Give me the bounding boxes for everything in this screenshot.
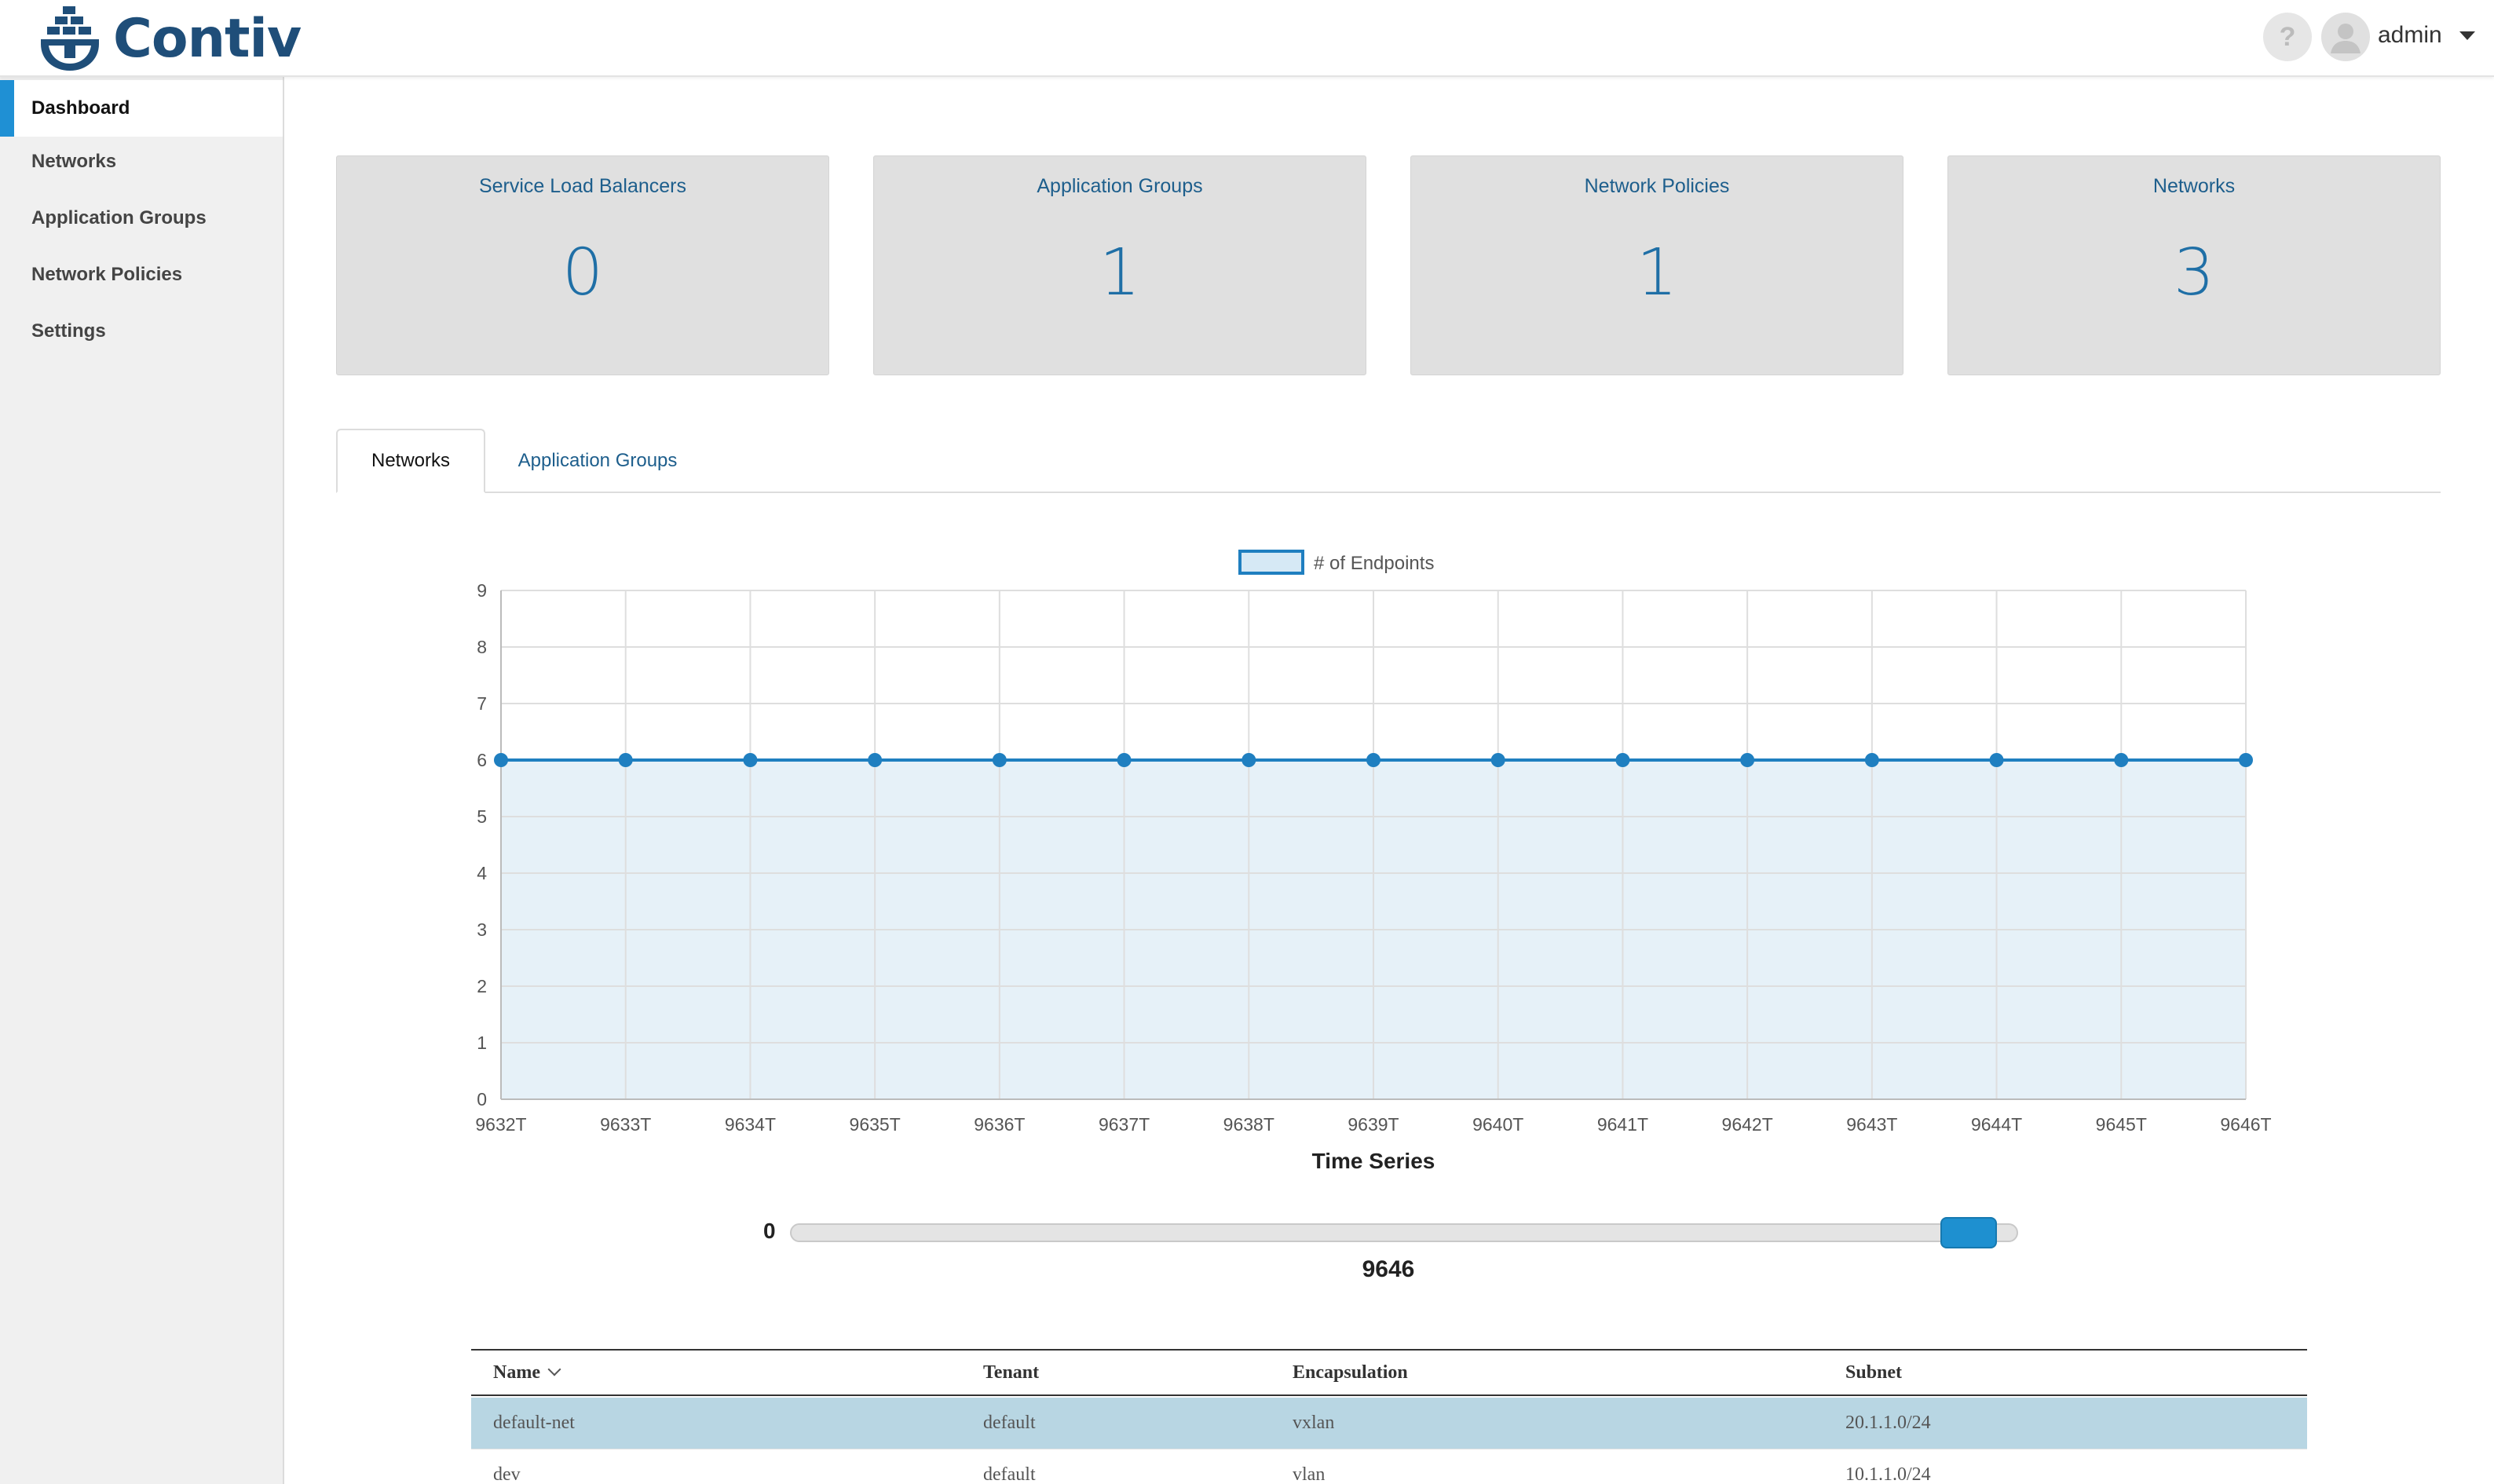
- x-tick-label: 9634T: [725, 1114, 776, 1135]
- x-axis-title: Time Series: [1312, 1149, 1435, 1173]
- brand-name: Contiv: [113, 7, 302, 70]
- y-tick-label: 8: [477, 637, 487, 657]
- time-slider-track[interactable]: [790, 1223, 2018, 1242]
- x-tick-label: 9638T: [1223, 1114, 1274, 1135]
- data-point: [868, 753, 883, 767]
- x-tick-label: 9637T: [1099, 1114, 1150, 1135]
- cell-name[interactable]: default-net: [493, 1413, 575, 1433]
- data-point: [1615, 753, 1630, 767]
- chevron-down-icon[interactable]: [2459, 31, 2475, 40]
- x-tick-label: 9636T: [974, 1114, 1025, 1135]
- y-tick-label: 9: [477, 580, 487, 601]
- data-point: [2239, 753, 2253, 767]
- x-tick-label: 9644T: [1971, 1114, 2022, 1135]
- legend-swatch: [1238, 550, 1304, 575]
- top-header: Contiv ? admin: [0, 0, 2494, 77]
- x-tick-label: 9640T: [1472, 1114, 1523, 1135]
- slider-value-label: 9646: [1362, 1256, 1415, 1282]
- data-point: [1740, 753, 1755, 767]
- card-value: 1: [1099, 236, 1141, 310]
- column-header-subnet[interactable]: Subnet: [1845, 1362, 1903, 1383]
- data-point: [743, 753, 758, 767]
- cell-encapsulation: vxlan: [1293, 1413, 1335, 1433]
- chevron-down-icon: [547, 1362, 561, 1376]
- x-tick-label: 9635T: [850, 1114, 901, 1135]
- table-row[interactable]: default-net default vxlan 20.1.1.0/24: [471, 1398, 2307, 1449]
- sidebar-item-network-policies[interactable]: Network Policies: [31, 264, 183, 285]
- data-point: [1117, 753, 1132, 767]
- card-title: Network Policies: [1584, 175, 1730, 197]
- slider-min-label: 0: [763, 1219, 776, 1243]
- cell-encapsulation: vlan: [1293, 1464, 1326, 1484]
- table-header: Name Tenant Encapsulation Subnet: [471, 1349, 2307, 1396]
- user-name[interactable]: admin: [2378, 22, 2442, 48]
- endpoints-chart: 0 1 2 3 4 5 6 7 8 9 9632T 9633T 9634T 9635T 9636T 9637T…: [475, 550, 2272, 1173]
- x-tick-label: 9633T: [600, 1114, 651, 1135]
- legend-label: # of Endpoints: [1314, 553, 1434, 574]
- stat-card-network-policies[interactable]: Network Policies 1: [1410, 155, 1903, 375]
- time-slider-handle[interactable]: [1940, 1217, 1998, 1248]
- avatar[interactable]: [2321, 13, 2370, 61]
- y-tick-label: 6: [477, 750, 487, 770]
- sidebar-item-application-groups[interactable]: Application Groups: [31, 207, 207, 228]
- card-title: Networks: [2152, 175, 2236, 197]
- help-button[interactable]: ?: [2263, 13, 2312, 61]
- cell-tenant: default: [983, 1413, 1036, 1433]
- stat-card-networks[interactable]: Networks 3: [1947, 155, 2441, 375]
- data-point: [2114, 753, 2129, 767]
- stat-card-service-load-balancers[interactable]: Service Load Balancers 0: [336, 155, 829, 375]
- x-tick-label: 9642T: [1722, 1114, 1773, 1135]
- data-point: [1864, 753, 1879, 767]
- data-point: [1490, 753, 1505, 767]
- x-tick-label: 9641T: [1597, 1114, 1648, 1135]
- contiv-logo-icon: [41, 6, 99, 71]
- x-tick-label: 9646T: [2220, 1114, 2271, 1135]
- column-header-encapsulation[interactable]: Encapsulation: [1293, 1362, 1408, 1383]
- cell-subnet: 20.1.1.0/24: [1845, 1413, 1931, 1433]
- x-tick-label: 9632T: [475, 1114, 526, 1135]
- column-header-name[interactable]: Name: [493, 1351, 561, 1394]
- sidebar-item-settings[interactable]: Settings: [31, 320, 106, 342]
- card-value: 1: [1636, 236, 1678, 310]
- column-header-tenant[interactable]: Tenant: [983, 1362, 1040, 1383]
- tab-networks[interactable]: Networks: [336, 429, 485, 493]
- data-point: [618, 753, 633, 767]
- brand-logo[interactable]: Contiv: [36, 3, 302, 74]
- card-title: Application Groups: [1037, 175, 1203, 197]
- x-tick-label: 9639T: [1348, 1114, 1399, 1135]
- cell-name[interactable]: dev: [493, 1464, 521, 1484]
- tabs-divider: [336, 492, 2441, 493]
- y-tick-label: 5: [477, 806, 487, 827]
- y-tick-label: 3: [477, 919, 487, 940]
- y-tick-label: 1: [477, 1033, 487, 1053]
- x-tick-label: 9645T: [2096, 1114, 2147, 1135]
- data-point: [1242, 753, 1256, 767]
- cell-tenant: default: [983, 1464, 1036, 1484]
- y-tick-label: 4: [477, 863, 487, 883]
- cell-subnet: 10.1.1.0/24: [1845, 1464, 1931, 1484]
- y-tick-label: 7: [477, 693, 487, 714]
- card-title: Service Load Balancers: [478, 175, 687, 197]
- data-point: [1989, 753, 2004, 767]
- card-value: 3: [2173, 236, 2215, 310]
- stat-card-application-groups[interactable]: Application Groups 1: [873, 155, 1366, 375]
- sidebar-item-dashboard[interactable]: Dashboard: [0, 80, 283, 137]
- y-tick-label: 2: [477, 976, 487, 996]
- y-tick-label: 0: [477, 1089, 487, 1109]
- data-point: [1366, 753, 1380, 767]
- x-tick-label: 9643T: [1846, 1114, 1897, 1135]
- user-icon: [2331, 24, 2361, 53]
- tab-application-groups[interactable]: Application Groups: [517, 450, 678, 471]
- card-value: 0: [561, 236, 604, 310]
- data-point: [992, 753, 1007, 767]
- table-row[interactable]: dev default vlan 10.1.1.0/24: [471, 1449, 2307, 1484]
- data-point: [494, 753, 508, 767]
- sidebar: Dashboard Networks Application Groups Ne…: [0, 77, 284, 1484]
- sidebar-item-networks[interactable]: Networks: [31, 151, 117, 172]
